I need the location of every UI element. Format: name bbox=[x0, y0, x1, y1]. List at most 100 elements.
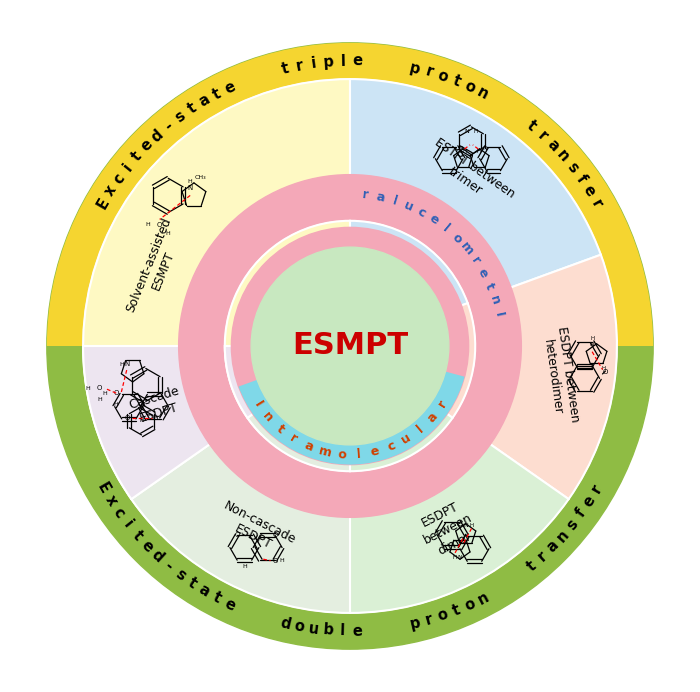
Text: r: r bbox=[362, 188, 370, 202]
Text: i: i bbox=[120, 518, 135, 531]
Text: t: t bbox=[130, 149, 145, 164]
Text: r: r bbox=[535, 548, 550, 565]
Text: N: N bbox=[463, 523, 468, 528]
Text: c: c bbox=[386, 439, 397, 454]
Text: a: a bbox=[544, 137, 561, 154]
Text: x: x bbox=[102, 183, 120, 199]
Text: H: H bbox=[114, 402, 118, 407]
Text: e: e bbox=[139, 538, 156, 555]
Text: r: r bbox=[424, 612, 435, 628]
Wedge shape bbox=[83, 346, 350, 499]
Text: r: r bbox=[424, 64, 435, 80]
Text: a: a bbox=[196, 92, 212, 110]
Text: O: O bbox=[157, 221, 162, 228]
Text: d: d bbox=[148, 127, 167, 145]
Text: Non-cascade
ESDPT: Non-cascade ESDPT bbox=[215, 499, 298, 561]
Wedge shape bbox=[239, 372, 465, 464]
Text: p: p bbox=[323, 54, 334, 70]
Text: N: N bbox=[590, 342, 594, 347]
Text: e: e bbox=[139, 137, 156, 154]
Text: t: t bbox=[274, 422, 286, 436]
Text: O: O bbox=[153, 415, 158, 421]
Text: r: r bbox=[295, 57, 304, 73]
Text: H: H bbox=[242, 564, 247, 569]
Text: Cascade
ESDPT: Cascade ESDPT bbox=[127, 384, 186, 427]
Text: c: c bbox=[415, 205, 428, 220]
Text: m: m bbox=[458, 240, 476, 258]
Text: O: O bbox=[272, 531, 277, 538]
Wedge shape bbox=[350, 255, 617, 499]
Text: t: t bbox=[280, 60, 290, 77]
Text: H: H bbox=[590, 336, 594, 341]
Text: E: E bbox=[94, 480, 112, 497]
Text: n: n bbox=[554, 147, 572, 165]
Text: i: i bbox=[310, 55, 317, 71]
Text: p: p bbox=[408, 615, 422, 632]
Text: n: n bbox=[475, 85, 491, 103]
Text: N: N bbox=[458, 146, 463, 152]
Text: t: t bbox=[450, 73, 463, 90]
Circle shape bbox=[47, 43, 653, 649]
Text: e: e bbox=[475, 266, 491, 280]
Wedge shape bbox=[350, 303, 475, 418]
Text: o: o bbox=[435, 607, 450, 624]
Text: a: a bbox=[544, 538, 561, 555]
Text: t: t bbox=[524, 118, 539, 134]
Text: p: p bbox=[408, 60, 422, 77]
Text: O: O bbox=[234, 531, 240, 538]
Text: N: N bbox=[483, 146, 488, 152]
Circle shape bbox=[83, 79, 617, 613]
Text: n: n bbox=[475, 589, 491, 607]
Text: e: e bbox=[580, 493, 598, 509]
Text: -: - bbox=[162, 558, 176, 574]
Text: H: H bbox=[102, 391, 107, 396]
Text: r: r bbox=[589, 197, 606, 210]
Text: H: H bbox=[463, 149, 466, 154]
Text: a: a bbox=[424, 410, 440, 425]
Circle shape bbox=[251, 247, 449, 445]
Text: e: e bbox=[352, 623, 363, 639]
Text: l: l bbox=[356, 448, 361, 461]
Text: o: o bbox=[462, 78, 477, 96]
Text: l: l bbox=[414, 423, 426, 435]
Text: e: e bbox=[223, 78, 238, 96]
Text: -: - bbox=[162, 118, 176, 134]
Text: e: e bbox=[580, 183, 598, 199]
Text: ESMPT: ESMPT bbox=[292, 331, 408, 361]
Text: H: H bbox=[602, 365, 606, 370]
Text: c: c bbox=[111, 505, 127, 521]
Text: H: H bbox=[188, 179, 193, 184]
Text: b: b bbox=[323, 622, 334, 638]
Text: Solvent-assisted
ESMPT: Solvent-assisted ESMPT bbox=[124, 215, 188, 320]
Text: n: n bbox=[487, 294, 502, 307]
Text: c: c bbox=[111, 171, 127, 187]
Text: H: H bbox=[452, 555, 456, 560]
Text: e: e bbox=[223, 596, 238, 614]
Text: e: e bbox=[427, 212, 441, 228]
Text: a: a bbox=[375, 190, 386, 205]
Text: r: r bbox=[535, 127, 550, 144]
Text: e: e bbox=[370, 444, 381, 459]
Text: E: E bbox=[94, 195, 112, 212]
Text: u: u bbox=[307, 621, 320, 637]
Wedge shape bbox=[225, 221, 350, 435]
Text: H: H bbox=[120, 362, 125, 367]
Text: n: n bbox=[260, 410, 276, 425]
Text: ESDPT between
heterodimer: ESDPT between heterodimer bbox=[540, 326, 582, 426]
Text: H: H bbox=[139, 418, 144, 424]
Text: s: s bbox=[564, 516, 581, 533]
Text: t: t bbox=[211, 590, 224, 606]
Text: N: N bbox=[465, 129, 470, 134]
Text: CH₃: CH₃ bbox=[195, 175, 206, 181]
Text: a: a bbox=[302, 439, 315, 454]
Wedge shape bbox=[350, 346, 568, 613]
Text: l: l bbox=[440, 222, 452, 235]
Text: o: o bbox=[449, 230, 464, 246]
Text: o: o bbox=[462, 596, 477, 614]
Text: f: f bbox=[573, 172, 589, 186]
Text: d: d bbox=[278, 615, 292, 632]
Text: r: r bbox=[468, 255, 482, 267]
Text: t: t bbox=[185, 100, 199, 117]
Text: n: n bbox=[554, 527, 572, 545]
Text: t: t bbox=[211, 86, 224, 102]
